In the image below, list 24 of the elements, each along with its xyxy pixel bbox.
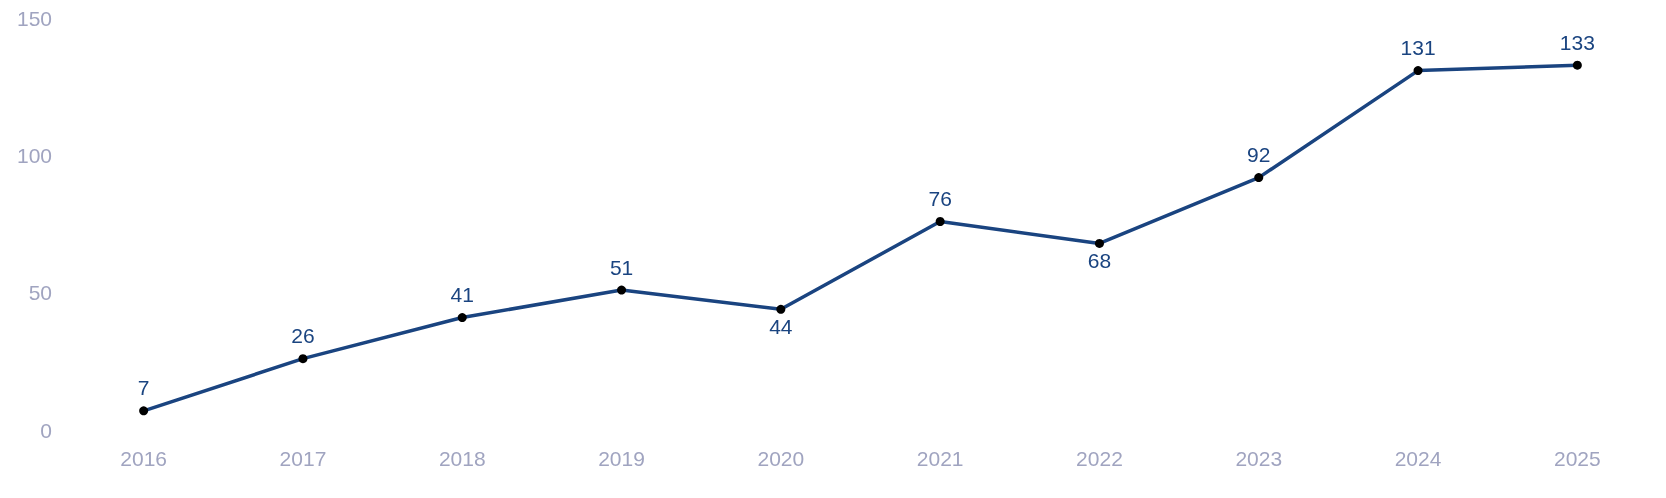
data-label: 133 — [1559, 30, 1595, 54]
data-label: 68 — [1087, 248, 1112, 272]
x-tick-label: 2020 — [757, 447, 805, 470]
y-tick-label: 100 — [16, 144, 52, 168]
x-tick-label: 2018 — [438, 447, 486, 470]
x-tick-label: 2023 — [1235, 447, 1283, 470]
data-label: 26 — [291, 324, 315, 348]
data-label: 41 — [450, 283, 474, 307]
x-tick-label: 2016 — [120, 447, 168, 470]
data-label: 76 — [928, 187, 952, 211]
data-label: 131 — [1400, 36, 1436, 60]
y-tick-label: 50 — [28, 281, 52, 305]
x-tick-label: 2022 — [1076, 447, 1123, 470]
data-label: 92 — [1247, 143, 1271, 167]
data-label: 7 — [137, 376, 150, 400]
data-label: 51 — [609, 255, 634, 279]
x-tick-label: 2024 — [1394, 447, 1442, 470]
y-tick-label: 150 — [16, 7, 52, 30]
data-label: 44 — [769, 314, 793, 338]
y-tick-label: 0 — [40, 418, 52, 442]
x-tick-label: 2019 — [598, 447, 645, 470]
x-tick-label: 2017 — [279, 447, 327, 470]
x-tick-label: 2025 — [1553, 447, 1601, 470]
x-tick-label: 2021 — [916, 447, 964, 470]
